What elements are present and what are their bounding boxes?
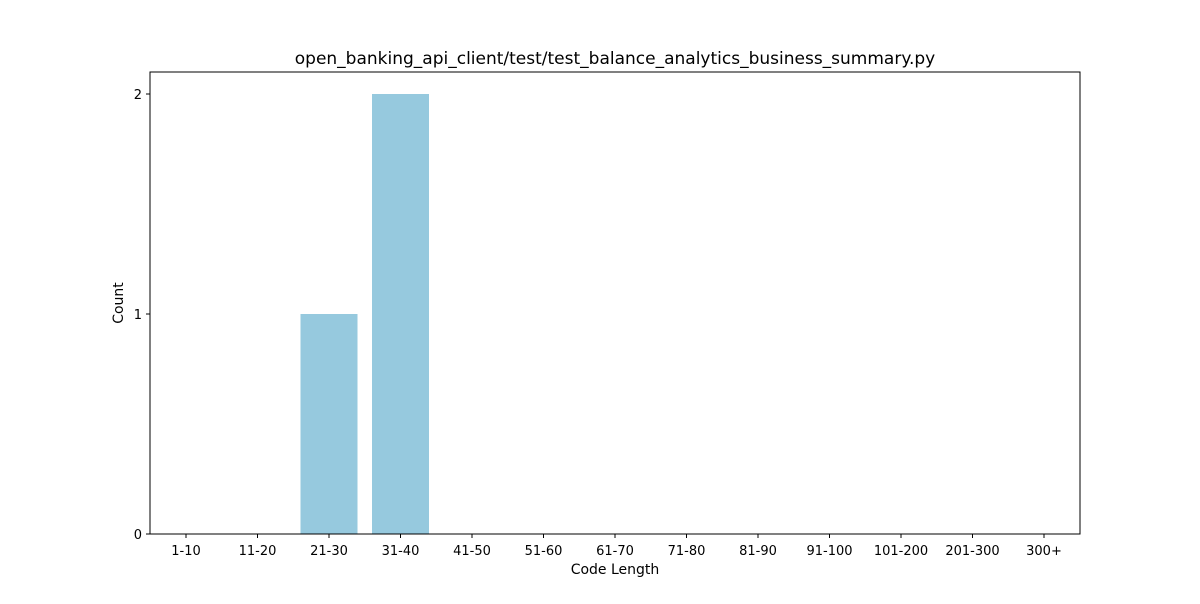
x-axis-label: Code Length xyxy=(571,562,660,578)
x-tick-label: 41-50 xyxy=(453,544,491,559)
x-axis-ticks: 1-10 11-20 21-30 31-40 41-50 51-60 61-70 71-80 8… xyxy=(171,534,1062,559)
x-tick-label: 1-10 xyxy=(171,544,201,559)
x-tick-label: 21-30 xyxy=(310,544,348,559)
bar-21-30 xyxy=(300,314,358,534)
x-tick-label: 91-100 xyxy=(806,544,852,559)
bars-layer xyxy=(300,94,429,534)
y-tick-label: 0 xyxy=(134,528,142,543)
y-axis-label: Count xyxy=(111,282,127,324)
x-tick-label: 300+ xyxy=(1026,544,1062,559)
x-tick-label: 11-20 xyxy=(239,544,277,559)
plot-area-frame xyxy=(149,71,1081,535)
x-tick-label: 201-300 xyxy=(945,544,999,559)
y-tick-label: 2 xyxy=(134,88,142,103)
x-tick-label: 101-200 xyxy=(874,544,928,559)
y-axis-ticks: 0 1 2 xyxy=(134,88,150,543)
chart-title: open_banking_api_client/test/test_balanc… xyxy=(295,49,935,69)
x-tick-label: 51-60 xyxy=(525,544,563,559)
y-tick-label: 1 xyxy=(134,308,142,323)
bar-31-40 xyxy=(372,94,429,534)
x-tick-label: 81-90 xyxy=(739,544,777,559)
x-tick-label: 71-80 xyxy=(668,544,706,559)
x-tick-label: 61-70 xyxy=(596,544,634,559)
x-tick-label: 31-40 xyxy=(382,544,420,559)
